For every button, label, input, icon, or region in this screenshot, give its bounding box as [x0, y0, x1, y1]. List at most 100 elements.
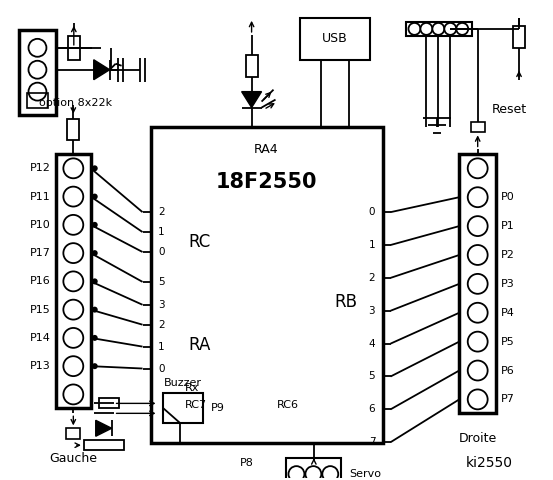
Polygon shape — [94, 60, 109, 80]
Text: 1: 1 — [369, 240, 375, 250]
Text: RC7: RC7 — [185, 400, 207, 410]
Text: Reset: Reset — [492, 103, 526, 116]
Bar — [286, 458, 341, 480]
Text: P6: P6 — [501, 365, 515, 375]
Text: 3: 3 — [158, 300, 164, 310]
Bar — [19, 30, 56, 115]
Circle shape — [64, 243, 84, 263]
Text: P2: P2 — [501, 250, 515, 260]
Text: P16: P16 — [30, 276, 51, 287]
Text: Servo: Servo — [349, 469, 381, 479]
Bar — [164, 394, 204, 423]
Circle shape — [432, 23, 444, 35]
Bar — [99, 398, 119, 408]
Text: 5: 5 — [369, 372, 375, 382]
Circle shape — [64, 187, 84, 206]
Circle shape — [92, 363, 98, 369]
Text: RA: RA — [189, 336, 211, 354]
Polygon shape — [242, 92, 262, 108]
Text: P1: P1 — [501, 221, 515, 231]
Bar — [513, 26, 525, 48]
Text: P7: P7 — [501, 395, 515, 404]
Text: 5: 5 — [158, 277, 164, 287]
Circle shape — [468, 332, 488, 351]
Text: 2: 2 — [158, 320, 164, 330]
Text: P4: P4 — [501, 308, 515, 318]
Text: option 8x22k: option 8x22k — [39, 97, 112, 108]
Text: 7: 7 — [369, 437, 375, 447]
Text: P11: P11 — [30, 192, 51, 202]
Bar — [300, 18, 369, 60]
Text: P14: P14 — [30, 333, 51, 343]
Circle shape — [92, 278, 98, 284]
Circle shape — [64, 384, 84, 404]
Bar — [68, 36, 80, 60]
Text: 3: 3 — [369, 306, 375, 316]
Circle shape — [322, 466, 338, 480]
Bar — [471, 121, 484, 132]
Text: P13: P13 — [30, 361, 51, 371]
Text: Gauche: Gauche — [49, 452, 97, 465]
Text: 4: 4 — [369, 338, 375, 348]
Circle shape — [468, 303, 488, 323]
Text: P12: P12 — [30, 163, 51, 173]
Circle shape — [64, 300, 84, 320]
Circle shape — [468, 187, 488, 207]
Text: ki2550: ki2550 — [466, 456, 513, 470]
Text: RC6: RC6 — [276, 400, 299, 410]
Bar — [67, 119, 79, 141]
Text: P10: P10 — [30, 220, 51, 230]
Text: RB: RB — [335, 293, 358, 311]
Circle shape — [468, 245, 488, 265]
Text: P0: P0 — [501, 192, 515, 202]
Circle shape — [92, 307, 98, 312]
Circle shape — [64, 328, 84, 348]
Text: P17: P17 — [30, 248, 51, 258]
Bar — [56, 155, 91, 408]
Circle shape — [456, 23, 468, 35]
Circle shape — [92, 193, 98, 200]
Circle shape — [444, 23, 456, 35]
Bar — [459, 155, 496, 413]
Bar — [27, 93, 48, 108]
Text: USB: USB — [322, 32, 348, 45]
Text: 0: 0 — [158, 363, 164, 373]
Bar — [84, 440, 124, 450]
Circle shape — [468, 216, 488, 236]
Circle shape — [29, 61, 46, 79]
Circle shape — [64, 215, 84, 235]
Text: P15: P15 — [30, 305, 51, 314]
Text: 0: 0 — [369, 207, 375, 217]
Circle shape — [468, 158, 488, 178]
Text: P5: P5 — [501, 336, 515, 347]
Bar — [246, 55, 258, 77]
Circle shape — [64, 158, 84, 178]
Circle shape — [468, 360, 488, 381]
Text: RC: RC — [189, 233, 211, 251]
Circle shape — [289, 466, 304, 480]
Text: P8: P8 — [239, 458, 254, 468]
Circle shape — [64, 271, 84, 291]
Polygon shape — [96, 420, 112, 436]
Text: Droite: Droite — [458, 432, 497, 445]
Bar — [150, 128, 383, 443]
Bar — [66, 428, 80, 439]
Text: 1: 1 — [158, 227, 164, 237]
Text: 1: 1 — [158, 342, 164, 352]
Circle shape — [29, 39, 46, 57]
Circle shape — [92, 335, 98, 341]
Text: P9: P9 — [211, 403, 225, 413]
Text: 2: 2 — [158, 207, 164, 217]
Text: Rx: Rx — [185, 384, 200, 394]
Circle shape — [409, 23, 420, 35]
Text: P3: P3 — [501, 279, 515, 289]
Text: RA4: RA4 — [254, 143, 279, 156]
Circle shape — [92, 250, 98, 256]
Text: 2: 2 — [369, 273, 375, 283]
Bar — [406, 22, 472, 36]
Circle shape — [468, 274, 488, 294]
Text: Buzzer: Buzzer — [164, 378, 202, 388]
Text: 6: 6 — [369, 404, 375, 414]
Circle shape — [420, 23, 432, 35]
Text: 0: 0 — [158, 247, 164, 257]
